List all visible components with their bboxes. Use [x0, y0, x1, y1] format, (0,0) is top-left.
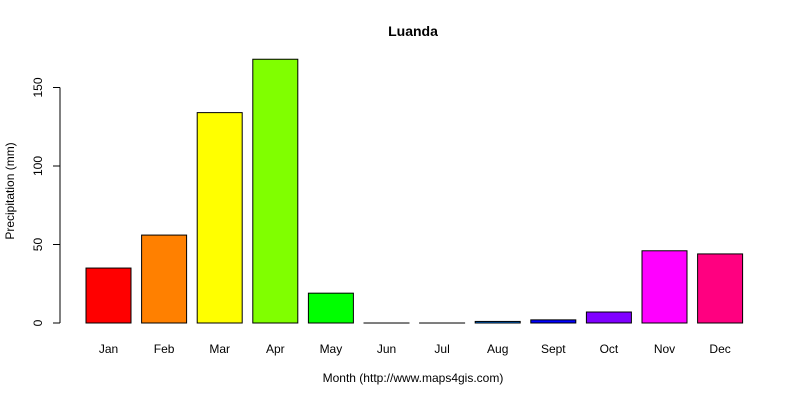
bar-oct	[585, 311, 632, 324]
bar-mar	[196, 112, 243, 324]
y-tick-label: 150	[31, 77, 45, 97]
x-tick-label: Jul	[434, 342, 449, 356]
chart-title: Luanda	[388, 23, 438, 39]
bar-sept	[530, 319, 577, 324]
x-tick-label: Jan	[99, 342, 118, 356]
y-axis: 0 50 100 150	[31, 77, 61, 326]
x-axis-label: Month (http://www.maps4gis.com)	[323, 371, 504, 385]
bar-may	[307, 292, 354, 324]
bar-jan	[85, 267, 132, 324]
x-tick-labels: Jan Feb Mar Apr May Jun Jul Aug Sept Oct Nov Dec	[99, 342, 731, 356]
y-axis-label: Precipitation (mm)	[3, 142, 17, 239]
y-tick-label: 100	[31, 156, 45, 176]
bar-nov	[641, 250, 688, 324]
x-tick-label: Nov	[654, 342, 675, 356]
x-tick-label: Sept	[541, 342, 566, 356]
x-tick-label: Aug	[487, 342, 508, 356]
y-tick-label: 50	[31, 238, 45, 252]
bar-feb	[141, 234, 188, 324]
bar-aug	[474, 320, 521, 324]
x-tick-label: May	[320, 342, 343, 356]
x-tick-label: Oct	[600, 342, 619, 356]
x-tick-label: Mar	[209, 342, 230, 356]
x-tick-label: Apr	[266, 342, 285, 356]
bars	[85, 58, 744, 324]
x-tick-label: Dec	[709, 342, 730, 356]
bar-apr	[252, 58, 299, 324]
x-tick-label: Jun	[377, 342, 396, 356]
y-tick-label: 0	[31, 319, 45, 326]
x-tick-label: Feb	[154, 342, 175, 356]
bar-dec	[697, 253, 744, 324]
